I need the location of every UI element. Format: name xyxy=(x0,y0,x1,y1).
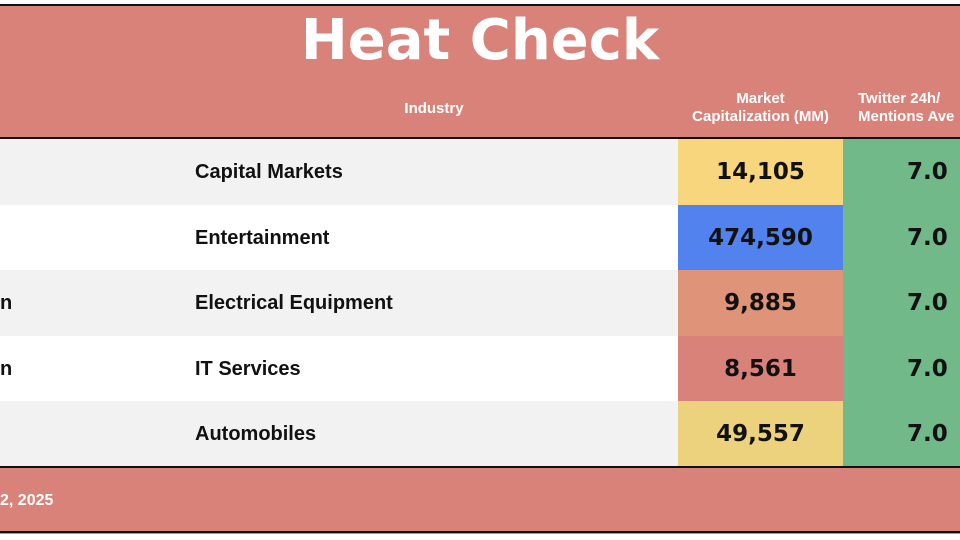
header-band xyxy=(0,4,960,140)
rule xyxy=(0,531,960,533)
industry-cell: Electrical Equipment xyxy=(195,292,393,315)
market-cap-cell: 14,105 xyxy=(678,139,843,205)
market-cap-cell: 49,557 xyxy=(678,401,843,468)
rule xyxy=(0,466,960,468)
title: Heat Check xyxy=(300,8,660,73)
market-cap-cell: 474,590 xyxy=(678,204,843,271)
header-line: Twitter 24h/ xyxy=(858,90,941,107)
twitter-cell: 7.0 xyxy=(843,139,960,205)
footer-date: 2, 2025 xyxy=(0,492,54,509)
name-cell: n xyxy=(0,292,13,315)
footer-band xyxy=(0,467,960,534)
twitter-cell: 7.0 xyxy=(843,335,960,402)
twitter-cell: 7.0 xyxy=(843,204,960,271)
industry-cell: Entertainment xyxy=(195,226,330,249)
name-cell: n xyxy=(0,357,13,380)
column-header: Industry xyxy=(404,100,464,117)
market-cap-cell: 8,561 xyxy=(678,335,843,402)
twitter-cell: 7.0 xyxy=(843,401,960,468)
table-row: n IT Services 8,561 7.0 xyxy=(0,335,960,402)
industry-cell: IT Services xyxy=(195,357,301,380)
industry-cell: Automobiles xyxy=(195,423,317,446)
header-line: Market xyxy=(736,90,785,107)
column-header: Market Capitalization (MM) xyxy=(678,90,843,126)
table-row: Entertainment 474,590 7.0 xyxy=(0,204,960,271)
rule xyxy=(0,137,960,139)
header-line: Mentions Ave xyxy=(858,108,955,125)
table-row: Automobiles 49,557 7.0 xyxy=(0,401,960,468)
industry-cell: Capital Markets xyxy=(195,161,343,183)
table-row: Capital Markets 14,105 7.0 xyxy=(0,139,960,205)
twitter-cell: 7.0 xyxy=(843,270,960,337)
header-line: Capitalization (MM) xyxy=(692,108,829,125)
column-header: Twitter 24h/ Mentions Ave xyxy=(858,90,960,126)
market-cap-cell: 9,885 xyxy=(678,270,843,337)
table-row: n Electrical Equipment 9,885 7.0 xyxy=(0,270,960,337)
